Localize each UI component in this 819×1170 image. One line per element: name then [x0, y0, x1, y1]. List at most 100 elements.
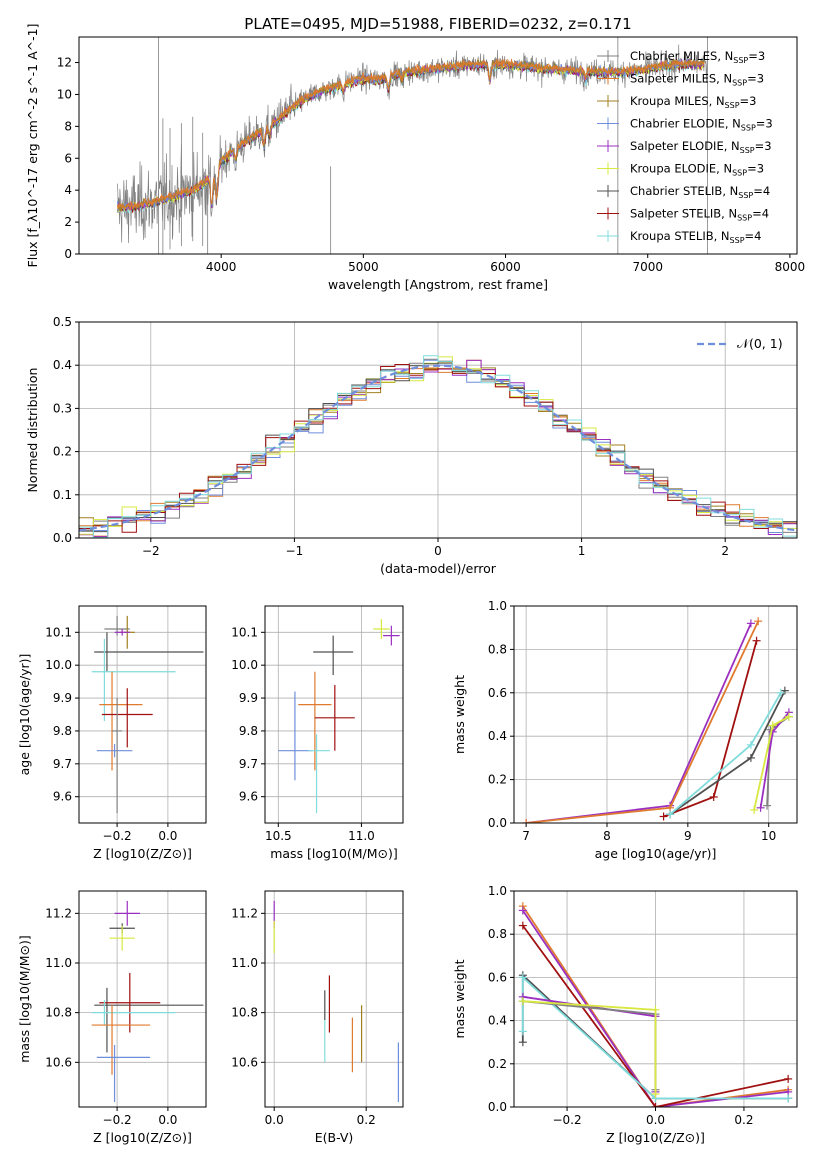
x-axis-label: age [log10(age/yr)] — [595, 846, 717, 861]
y-tick-label: 0.6 — [488, 970, 507, 984]
legend-label-tail: =3 — [756, 117, 773, 131]
y-tick-label: 0.4 — [53, 358, 72, 372]
x-axis-label: (data-model)/error — [380, 561, 497, 576]
y-tick-label: 0.8 — [488, 642, 507, 656]
plot-area — [522, 617, 793, 823]
x-tick-label: 10.5 — [265, 829, 292, 843]
y-tick-label: 0.6 — [488, 686, 507, 700]
legend-label-tail: =3 — [755, 139, 772, 153]
model-line-salpeter_miles — [117, 58, 705, 211]
legend-label-tail: =4 — [753, 184, 770, 198]
y-axis-label: mass weight — [452, 675, 467, 754]
x-tick-label: 5000 — [348, 260, 379, 274]
x-tick-label: 10 — [761, 829, 776, 843]
x-axis-label: Z [log10(Z/Z⊙)] — [93, 846, 192, 861]
y-tick-label: 6 — [64, 151, 72, 165]
y-tick-label: 9.6 — [239, 790, 258, 804]
legend-label-text: Chabrier ELODIE, N — [630, 117, 741, 131]
x-tick-label: 7 — [522, 829, 530, 843]
y-tick-label: 0.0 — [488, 1100, 507, 1114]
legend-label: Kroupa STELIB, NSSP=4 — [630, 229, 761, 245]
legend-label: Chabrier STELIB, NSSP=4 — [630, 184, 770, 200]
y-tick-label: 10.8 — [231, 1006, 258, 1020]
y-tick-label: 9.9 — [239, 691, 258, 705]
x-tick-label: 9 — [684, 829, 692, 843]
y-tick-label: 11.2 — [231, 906, 258, 920]
y-tick-label: 11.0 — [45, 956, 72, 970]
plot-area — [91, 900, 204, 1103]
x-tick-label: −2 — [142, 544, 160, 558]
x-tick-label: 0.0 — [265, 1113, 284, 1127]
series-line-salpeter_stelib — [522, 925, 789, 1107]
y-axis-label: mass weight — [452, 959, 467, 1038]
panel-age_vs_mass: 10.5 11.0 9.6 9.7 9.8 9.9 10.0 10.1 mass [log10(… — [231, 605, 404, 861]
panel-mass_vs_ebv: 0.0 0.2 10.6 10.8 11.0 11.2 E(B-V) — [231, 890, 404, 1145]
legend-label-sub: SSP — [730, 236, 745, 245]
y-axis-label: age [log10(age/yr)] — [17, 654, 32, 776]
plot-area — [273, 900, 399, 1103]
legend-label-text: Chabrier MILES, N — [630, 49, 733, 63]
legend-label-sub: SSP — [738, 191, 753, 200]
legend-label-sub: SSP — [732, 169, 747, 178]
panel-age_vs_Z: −0.2 0.0 9.6 9.7 9.8 9.9 10.0 10.1 Z [log10(Z/Z⊙… — [17, 605, 207, 861]
y-tick-label: 10.1 — [45, 625, 72, 639]
legend-label: Salpeter MILES, NSSP=3 — [630, 72, 764, 88]
y-tick-label: 1.0 — [488, 884, 507, 898]
legend-label-text: Kroupa STELIB, N — [630, 229, 730, 243]
legend-label: Salpeter STELIB, NSSP=4 — [630, 207, 769, 223]
figure-title: PLATE=0495, MJD=51988, FIBERID=0232, z=0… — [244, 15, 631, 33]
y-tick-label: 9.7 — [239, 757, 258, 771]
legend-label-sub: SSP — [733, 56, 748, 65]
series-line-salpeter_elodie — [525, 623, 752, 823]
plot-area — [518, 902, 793, 1107]
y-tick-label: 0.2 — [53, 445, 72, 459]
legend-label: Chabrier ELODIE, NSSP=3 — [630, 117, 773, 133]
plot-area — [91, 615, 204, 814]
plot-area — [117, 37, 708, 254]
y-tick-label: 12 — [57, 56, 72, 70]
x-tick-label: 0.2 — [357, 1113, 376, 1127]
y-axis-label: Flux [f_λ10^-17 erg cm^-2 s^-1 A^-1] — [25, 24, 40, 268]
plot-area — [79, 355, 797, 538]
legend-label-text: Salpeter MILES, N — [630, 72, 732, 86]
y-tick-label: 9.8 — [239, 724, 258, 738]
series-line-salpeter_elodie — [522, 909, 789, 1107]
legend-label-tail: =3 — [747, 72, 764, 86]
legend-label: Chabrier MILES, NSSP=3 — [630, 49, 765, 65]
y-tick-label: 0.2 — [488, 773, 507, 787]
legend-label-tail: =3 — [748, 49, 765, 63]
y-tick-label: 0.0 — [488, 816, 507, 830]
x-tick-label: 0.0 — [158, 829, 177, 843]
y-tick-label: 0.5 — [53, 315, 72, 329]
normal-curve — [79, 364, 797, 532]
x-tick-label: 2 — [721, 544, 729, 558]
x-tick-label: 0.0 — [158, 1113, 177, 1127]
legend-label-sub: SSP — [732, 79, 747, 88]
x-axis-label: E(B-V) — [315, 1130, 354, 1145]
legend-label-text: Chabrier STELIB, N — [630, 184, 738, 198]
x-tick-label: −0.2 — [552, 1113, 581, 1127]
x-tick-label: 11.0 — [348, 829, 375, 843]
x-tick-label: 4000 — [206, 260, 237, 274]
legend-label-tail: =3 — [747, 162, 764, 176]
x-tick-label: −0.2 — [103, 1113, 132, 1127]
x-axis-label: wavelength [Angstrom, rest frame] — [328, 277, 548, 292]
y-tick-label: 0.4 — [488, 1014, 507, 1028]
y-tick-label: 0.4 — [488, 729, 507, 743]
legend-label-text: Salpeter ELODIE, N — [630, 139, 740, 153]
series-line-salpeter_miles — [522, 905, 789, 1107]
y-tick-label: 9.8 — [53, 724, 72, 738]
x-tick-label: −0.2 — [103, 829, 132, 843]
y-tick-label: 0.8 — [488, 927, 507, 941]
y-tick-label: 10.0 — [231, 658, 258, 672]
y-tick-label: 9.6 — [53, 790, 72, 804]
y-tick-label: 0.1 — [53, 488, 72, 502]
legend-label-text: Kroupa ELODIE, N — [630, 162, 732, 176]
x-tick-label: 0 — [434, 544, 442, 558]
axes-frame — [78, 890, 207, 1108]
y-tick-label: 10.8 — [45, 1006, 72, 1020]
legend-label-text: Kroupa MILES, N — [630, 94, 725, 108]
x-axis-label: Z [log10(Z/Z⊙)] — [93, 1130, 192, 1145]
y-axis-label: Normed distribution — [25, 368, 40, 493]
